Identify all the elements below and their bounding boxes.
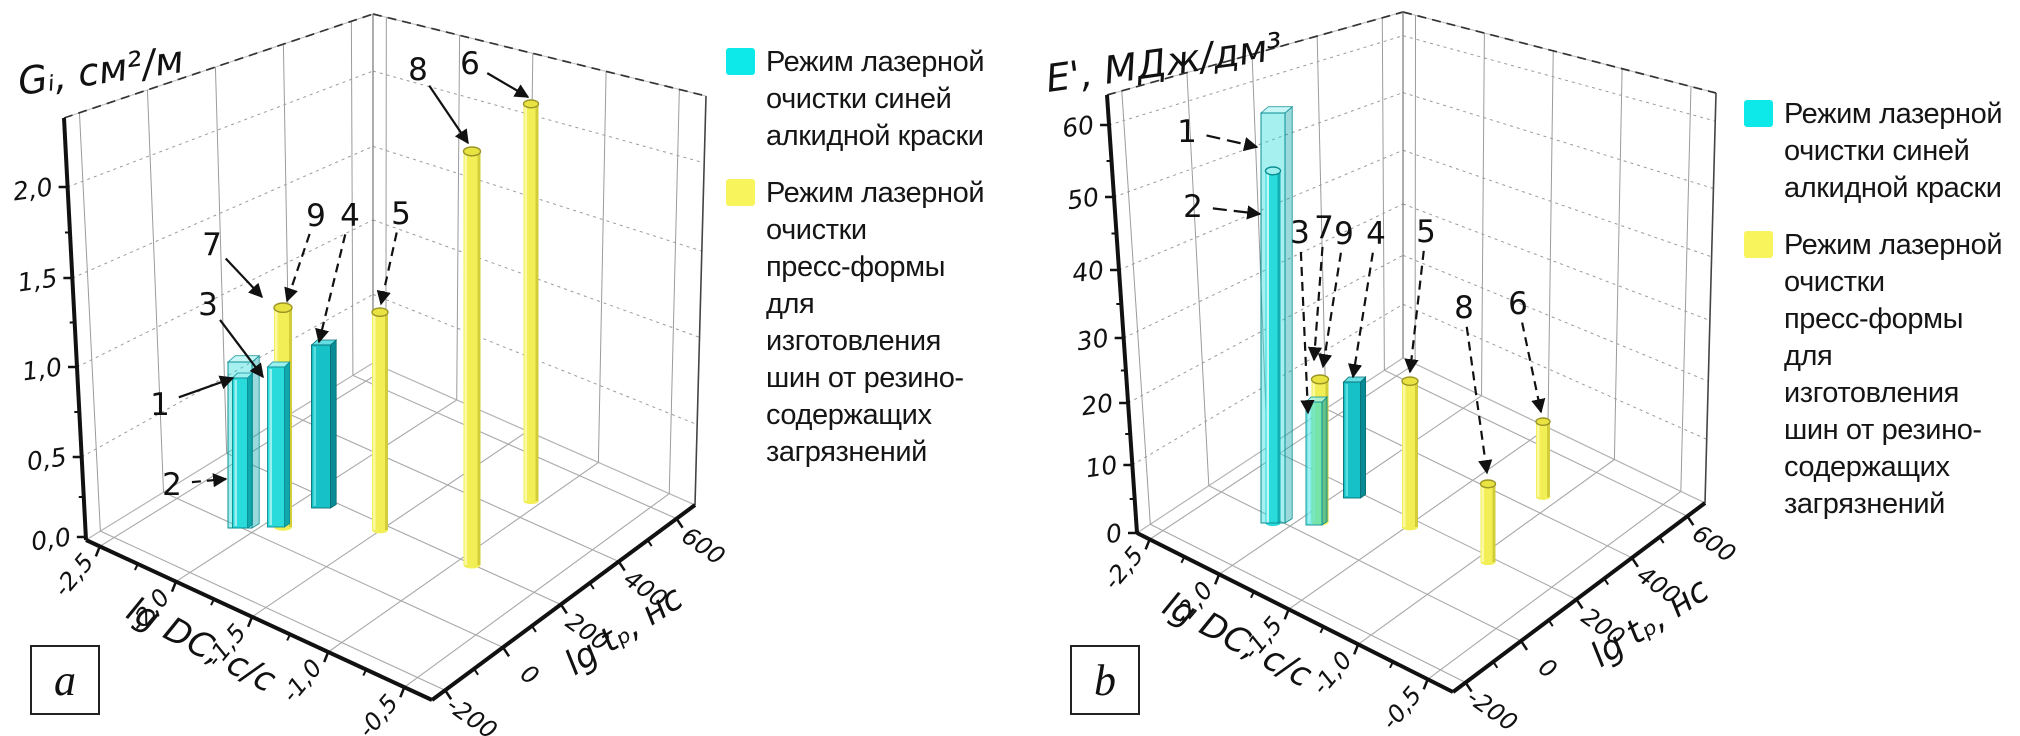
legend-label-cyan: Режим лазерной очистки синей алкидной кр… xyxy=(766,46,985,152)
bars xyxy=(226,99,540,569)
bar-4 xyxy=(1342,376,1367,499)
bar-6 xyxy=(522,99,540,505)
bar-4 xyxy=(310,339,338,509)
bar-5 xyxy=(371,307,389,534)
grid xyxy=(63,13,707,691)
svg-text:9: 9 xyxy=(1334,216,1354,252)
svg-text:0,0: 0,0 xyxy=(29,522,72,556)
svg-text:4: 4 xyxy=(340,198,360,234)
svg-text:2,0: 2,0 xyxy=(11,172,54,206)
svg-text:-0,5: -0,5 xyxy=(1376,681,1428,735)
legend-item-yellow: Режим лазерной очистки пресс-формы для и… xyxy=(726,175,996,471)
chart-panel-a: 0,0 0,5 1,0 1,5 2,0 -2,5 -2,0 -1,5 -1,0 -0,5 -200 0… xyxy=(11,13,996,736)
legend-label-yellow: Режим лазерной очистки пресс-формы для и… xyxy=(1784,229,2003,520)
svg-text:1: 1 xyxy=(150,387,170,423)
legend-swatch-yellow xyxy=(726,179,755,206)
svg-text:2: 2 xyxy=(162,467,182,503)
svg-text:50: 50 xyxy=(1065,182,1101,215)
svg-text:-1,0: -1,0 xyxy=(276,654,328,708)
legend-swatch-yellow xyxy=(1744,231,1773,258)
frame xyxy=(1106,11,1717,693)
panel-label-b: b xyxy=(1070,645,1140,715)
svg-text:6: 6 xyxy=(460,46,480,82)
svg-text:30: 30 xyxy=(1075,323,1111,356)
bar-8 xyxy=(462,146,482,569)
svg-text:60: 60 xyxy=(1060,110,1096,143)
panel-label-a: a xyxy=(30,645,100,715)
svg-text:6: 6 xyxy=(1508,286,1528,322)
legend-label-cyan: Режим лазерной очистки синей алкидной кр… xyxy=(1784,98,2003,204)
svg-text:7: 7 xyxy=(1314,210,1334,246)
svg-text:8: 8 xyxy=(1454,290,1474,326)
bar-1-2 xyxy=(1264,166,1282,527)
grid xyxy=(1106,11,1717,684)
legend-item-yellow: Режим лазерной очистки пресс-формы для и… xyxy=(1744,227,2014,523)
legend-item-cyan: Режим лазерной очистки синей алкидной кр… xyxy=(1744,96,2014,207)
panel-letter-b: b xyxy=(1094,655,1116,705)
svg-text:-2,5: -2,5 xyxy=(1098,541,1150,595)
bar-3 xyxy=(266,361,291,528)
svg-text:9: 9 xyxy=(306,198,326,234)
svg-text:-2,5: -2,5 xyxy=(48,548,100,602)
svg-text:1,0: 1,0 xyxy=(20,352,63,386)
svg-text:0: 0 xyxy=(1104,518,1124,549)
svg-text:0: 0 xyxy=(515,659,544,691)
bar-1-2 xyxy=(231,372,254,529)
chart-panel-b: 0 10 20 30 40 50 60 -2,5 -2,0 -1,5 -1,0 -0,5 -200 0 20… xyxy=(1010,0,2020,736)
svg-text:1,5: 1,5 xyxy=(16,263,59,297)
svg-text:-0,5: -0,5 xyxy=(352,689,404,736)
svg-text:0: 0 xyxy=(1533,653,1562,685)
svg-text:20: 20 xyxy=(1079,388,1115,421)
svg-text:3: 3 xyxy=(198,287,218,323)
legend-swatch-cyan xyxy=(1744,100,1773,127)
svg-text:7: 7 xyxy=(202,227,222,263)
svg-text:10: 10 xyxy=(1084,450,1120,483)
legend-label-yellow: Режим лазерной очистки пресс-формы для и… xyxy=(766,177,985,468)
svg-text:8: 8 xyxy=(408,52,428,88)
svg-text:600: 600 xyxy=(676,521,730,570)
legend-item-cyan: Режим лазерной очистки синей алкидной кр… xyxy=(726,44,996,155)
svg-text:3: 3 xyxy=(1290,215,1310,251)
panel-letter-a: a xyxy=(54,655,76,705)
svg-text:2: 2 xyxy=(1183,189,1203,225)
svg-text:40: 40 xyxy=(1070,255,1106,288)
svg-text:0,5: 0,5 xyxy=(25,442,68,476)
bar-8 xyxy=(1479,479,1497,566)
bar-6 xyxy=(1535,417,1551,500)
svg-text:600: 600 xyxy=(1687,519,1741,568)
svg-text:5: 5 xyxy=(1416,214,1436,250)
bar-5 xyxy=(1401,376,1419,531)
legend: Режим лазерной очистки синей алкидной кр… xyxy=(726,44,996,471)
svg-text:1: 1 xyxy=(1177,114,1197,150)
bars xyxy=(1259,105,1551,566)
bar-3 xyxy=(1305,396,1328,526)
legend: Режим лазерной очистки синей алкидной кр… xyxy=(1744,96,2014,523)
svg-text:4: 4 xyxy=(1366,216,1386,252)
svg-text:-1,0: -1,0 xyxy=(1306,646,1358,700)
svg-text:5: 5 xyxy=(391,196,411,232)
bar3d-chart-a: 0,00,51,01,52,0-2,5-2,0-1,5-1,0-0,5 -2000… xyxy=(11,13,730,736)
legend-swatch-cyan xyxy=(726,48,755,75)
